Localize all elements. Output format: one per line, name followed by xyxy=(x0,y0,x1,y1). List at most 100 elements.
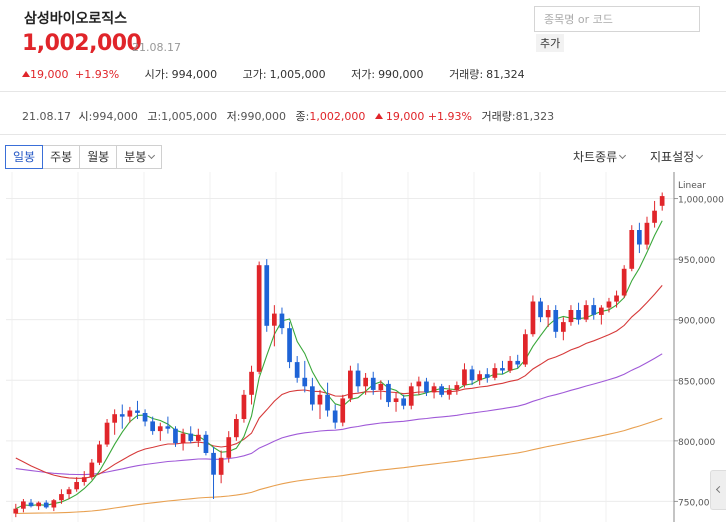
candle-body xyxy=(515,360,521,365)
chevron-down-icon xyxy=(696,151,704,160)
candle-body xyxy=(393,398,399,402)
candle-body xyxy=(621,268,627,296)
add-button[interactable]: 추가 xyxy=(536,34,565,52)
detail-low: 990,000 xyxy=(240,110,287,123)
candle-body xyxy=(165,426,171,429)
chart-type-label: 차트종류 xyxy=(573,150,618,164)
price-summary: 19,000 +1.93% 시가: 994,000 고가: 1,005,000 저가… xyxy=(22,66,525,82)
candle-body xyxy=(272,313,277,326)
candle-body xyxy=(530,301,536,335)
candle-body xyxy=(378,383,384,390)
candle-body xyxy=(127,410,133,417)
candle-body xyxy=(386,383,391,403)
candle-body xyxy=(599,307,604,315)
detail-volume-label: 거래량 xyxy=(481,110,512,123)
candle-body xyxy=(637,230,642,245)
y-tick-label: 950,000 xyxy=(678,256,715,266)
candle-body xyxy=(43,502,49,508)
detail-pct: +1.93% xyxy=(427,110,472,123)
tab-daily[interactable]: 일봉 xyxy=(5,145,44,169)
candle-body xyxy=(150,421,155,432)
collapse-panel-button[interactable] xyxy=(710,470,726,510)
y-tick-label: 850,000 xyxy=(678,377,715,387)
candle-body xyxy=(241,394,247,419)
candle-body xyxy=(226,437,232,458)
candle-body xyxy=(180,433,186,444)
search-input[interactable] xyxy=(535,7,699,31)
candle-body xyxy=(203,434,209,453)
y-tick-label: 750,000 xyxy=(678,498,715,508)
current-price: 1,002,000 xyxy=(22,31,142,56)
candle-body xyxy=(492,368,498,378)
detail-high: 1,005,000 xyxy=(161,110,218,123)
tab-minute[interactable]: 분봉 xyxy=(116,145,163,169)
candle-body xyxy=(36,502,41,507)
up-arrow-icon xyxy=(22,71,30,77)
candle-body xyxy=(583,305,589,320)
chart-svg: 750,000 800,000 850,000 900,000 950,000 1,000… xyxy=(6,172,724,522)
candle-body xyxy=(591,305,597,315)
ma20-line xyxy=(15,285,663,479)
candle-body xyxy=(500,368,505,371)
candle-body xyxy=(173,428,178,444)
candle-body xyxy=(370,377,376,390)
candle-body xyxy=(249,371,254,395)
detail-close: 1,002,000 xyxy=(309,110,366,123)
candle-body xyxy=(234,419,239,438)
chevron-down-icon xyxy=(148,151,156,160)
candle-body xyxy=(294,362,300,378)
indicator-label: 지표설정 xyxy=(650,150,695,164)
candle-body xyxy=(97,444,102,463)
candle-body xyxy=(310,386,315,405)
candle-body xyxy=(477,374,482,381)
candle-body xyxy=(507,360,513,371)
candle-body xyxy=(119,414,125,417)
detail-date: 21.08.17 xyxy=(22,110,71,123)
candlestick-chart[interactable]: 750,000 800,000 850,000 900,000 950,000 1,000… xyxy=(0,172,726,522)
tab-weekly[interactable]: 주봉 xyxy=(42,145,81,169)
candle-body xyxy=(484,374,490,378)
candle-body xyxy=(325,394,330,411)
candle-body xyxy=(51,500,57,508)
candle-body xyxy=(659,196,665,206)
candle-body xyxy=(439,386,444,395)
detail-close-label: 종 xyxy=(295,110,306,123)
detail-volume: 81,323 xyxy=(515,110,555,123)
candle-body xyxy=(81,477,87,482)
candle-body xyxy=(348,370,353,399)
detail-high-label: 고 xyxy=(147,110,158,123)
chevron-down-icon xyxy=(619,151,627,160)
y-tick-label: 800,000 xyxy=(678,438,715,448)
candle-body xyxy=(462,369,467,386)
y-tick-label: 1,000,000 xyxy=(678,196,724,206)
open-value: 994,000 xyxy=(171,68,218,81)
candle-body xyxy=(363,377,368,387)
candle-body xyxy=(264,265,270,326)
candle-body xyxy=(332,410,338,423)
period-tabs: 일봉 주봉 월봉 분봉 xyxy=(5,145,163,169)
candle-body xyxy=(135,410,140,413)
change-pct: +1.93% xyxy=(75,68,120,81)
detail-change: 19,000 xyxy=(374,110,424,123)
candle-body xyxy=(431,386,437,393)
candle-body xyxy=(561,322,566,332)
candle-body xyxy=(13,508,19,514)
low-label: 저가 xyxy=(351,68,372,81)
candle-body xyxy=(538,301,543,318)
volume-label: 거래량 xyxy=(449,68,480,81)
chart-type-menu[interactable]: 차트종류 xyxy=(573,148,627,165)
candle-body xyxy=(28,502,34,507)
candle-body xyxy=(424,381,429,393)
indicator-menu[interactable]: 지표설정 xyxy=(650,148,704,165)
tab-minute-label: 분봉 xyxy=(124,150,147,164)
candle-body xyxy=(416,381,422,387)
y-tick-label: 900,000 xyxy=(678,317,715,327)
high-value: 1,005,000 xyxy=(269,68,326,81)
candle-body xyxy=(568,310,574,323)
candle-detail: 21.08.17 시:994,000 고:1,005,000 저:990,000… xyxy=(22,110,555,123)
candle-body xyxy=(287,328,292,363)
tab-monthly[interactable]: 월봉 xyxy=(79,145,118,169)
open-label: 시가 xyxy=(144,68,165,81)
detail-open-label: 시 xyxy=(78,110,89,123)
ma60-line xyxy=(15,353,663,476)
